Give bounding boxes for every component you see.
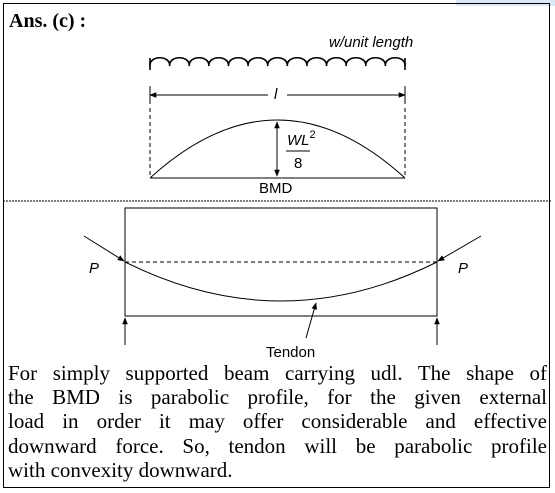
moment-numerator: WL2 bbox=[287, 129, 316, 149]
answer-box bbox=[3, 3, 550, 488]
span-label: l bbox=[274, 86, 278, 103]
explanation: For simply supported beam carrying udl. … bbox=[8, 361, 547, 482]
tendon-label: Tendon bbox=[266, 344, 315, 361]
text-line: load in order it may offer considerable … bbox=[8, 409, 547, 434]
force-right: P bbox=[458, 260, 468, 277]
moment-exponent: 2 bbox=[310, 129, 316, 141]
moment-denominator: 8 bbox=[294, 155, 302, 172]
text-line: the BMD is parabolic profile, for the gi… bbox=[8, 385, 547, 410]
tendon-profile bbox=[124, 261, 438, 302]
text-line: with convexity downward. bbox=[8, 457, 233, 482]
udl-loops bbox=[149, 56, 406, 67]
bmd-caption: BMD bbox=[259, 180, 293, 197]
text-line: For simply supported beam carrying udl. … bbox=[8, 361, 547, 385]
answer-label: Ans. (c) : bbox=[9, 10, 87, 32]
udl-loop bbox=[149, 56, 406, 67]
prestress-right bbox=[437, 235, 482, 262]
moment-wl: WL bbox=[287, 132, 310, 149]
text-line: downward force. So, tendon will be parab… bbox=[8, 433, 547, 458]
force-left: P bbox=[89, 260, 99, 277]
load-label: w/unit length bbox=[329, 34, 413, 51]
prestress-left bbox=[83, 235, 125, 262]
bmd-parabola bbox=[149, 119, 406, 179]
tendon-pointer bbox=[305, 302, 317, 339]
